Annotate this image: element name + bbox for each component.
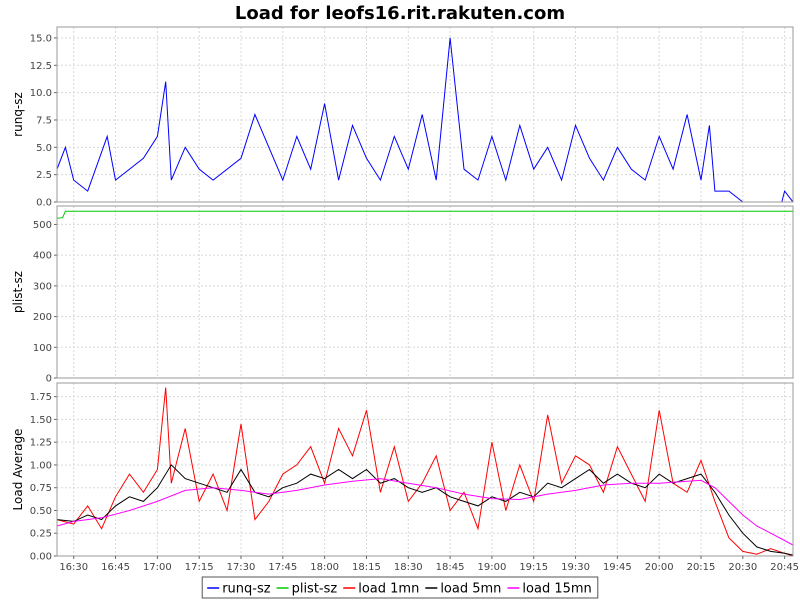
y-tick-label: 500 xyxy=(33,220,52,231)
y-tick-label: 400 xyxy=(33,251,52,262)
series-line-runq-sz xyxy=(57,37,793,202)
x-tick-label: 20:45 xyxy=(770,562,799,573)
series-line-load-15mn xyxy=(57,478,793,546)
x-tick-label: 17:30 xyxy=(227,562,256,573)
y-tick-label: 0.25 xyxy=(30,529,52,540)
y-axis-label: runq-sz xyxy=(11,92,25,137)
chart-panels: 0.0 2.5 5.0 7.5 10.0 12.5 15.0 runq-sz 0 100 200 30… xyxy=(11,26,794,563)
x-tick-label: 16:45 xyxy=(101,562,130,573)
chart-title: Load for leofs16.rit.rakuten.com xyxy=(235,3,565,24)
legend-label: load 15mn xyxy=(522,582,591,597)
x-tick-label: 19:15 xyxy=(519,562,548,573)
y-tick-label: 0.00 xyxy=(30,552,52,563)
plot-area xyxy=(57,27,793,202)
y-tick-label: 2.5 xyxy=(36,170,52,181)
y-axis-label: plist-sz xyxy=(11,271,25,313)
plot-frame xyxy=(56,26,794,203)
panel-3: 0.00 0.25 0.50 0.75 1.00 1.25 1.50 1.75 Load Ave… xyxy=(11,382,794,563)
y-tick-label: 1.50 xyxy=(30,415,52,426)
legend-label: plist-sz xyxy=(292,582,338,597)
x-tick-label: 17:00 xyxy=(143,562,172,573)
x-tick-label: 20:15 xyxy=(687,562,716,573)
x-tick-label: 18:00 xyxy=(310,562,339,573)
y-tick-label: 0 xyxy=(46,374,52,385)
x-tick-label: 18:15 xyxy=(352,562,381,573)
x-tick-label: 20:30 xyxy=(728,562,757,573)
y-axis-label: Load Average xyxy=(11,429,25,511)
x-tick-label: 17:15 xyxy=(185,562,214,573)
x-tick-label: 16:30 xyxy=(59,562,88,573)
y-tick-label: 1.00 xyxy=(30,460,52,471)
y-tick-label: 100 xyxy=(33,343,52,354)
y-tick-label: 0.50 xyxy=(30,506,52,517)
x-tick-label: 20:00 xyxy=(645,562,674,573)
x-tick-label: 18:30 xyxy=(394,562,423,573)
panel-2: 0 100 200 300 400 500 plist-sz xyxy=(11,205,794,385)
y-tick-label: 1.75 xyxy=(30,392,52,403)
y-tick-label: 7.5 xyxy=(36,115,52,126)
x-tick-label: 18:45 xyxy=(436,562,465,573)
y-tick-label: 300 xyxy=(33,281,52,292)
chart-legend: runq-sz plist-sz load 1mn load 5mn load 15mn xyxy=(201,576,599,599)
plot-area xyxy=(57,206,793,378)
legend-label: load 1mn xyxy=(358,582,419,597)
y-tick-label: 1.25 xyxy=(30,438,52,449)
x-tick-label: 19:30 xyxy=(561,562,590,573)
y-tick-label: 12.5 xyxy=(30,61,52,72)
y-tick-label: 15.0 xyxy=(30,33,52,44)
y-tick-label: 5.0 xyxy=(36,143,52,154)
panel-1: 0.0 2.5 5.0 7.5 10.0 12.5 15.0 runq-sz xyxy=(11,26,794,209)
x-tick-label: 19:00 xyxy=(477,562,506,573)
y-tick-label: 10.0 xyxy=(30,88,52,99)
y-tick-label: 200 xyxy=(33,312,52,323)
legend-label: runq-sz xyxy=(222,582,271,597)
legend-label: load 5mn xyxy=(440,582,501,597)
legend-box xyxy=(201,576,599,599)
x-tick-label: 17:45 xyxy=(268,562,297,573)
plot-frame xyxy=(56,382,794,557)
series-line-plist-sz xyxy=(57,210,793,219)
y-tick-label: 0.0 xyxy=(36,198,52,209)
plot-frame xyxy=(56,205,794,379)
x-tick-label: 19:45 xyxy=(603,562,632,573)
y-tick-label: 0.75 xyxy=(30,483,52,494)
x-axis: 16:30 16:45 17:00 17:15 17:30 17:45 18:00 18:15… xyxy=(59,556,799,573)
